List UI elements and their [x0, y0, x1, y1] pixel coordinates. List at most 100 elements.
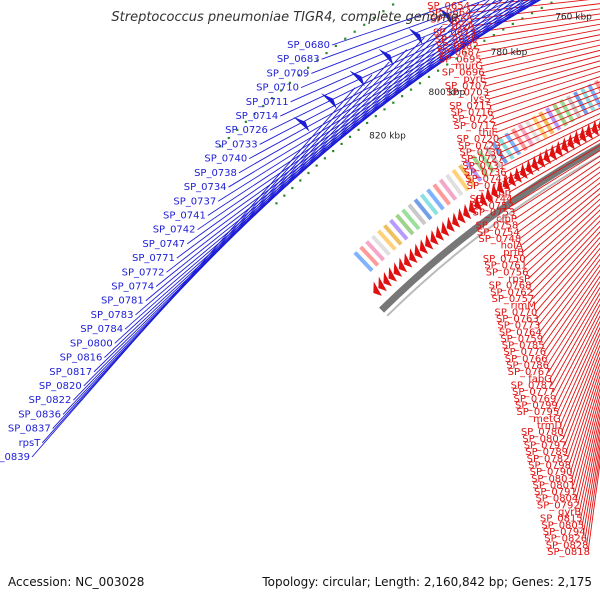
gc-dot	[344, 37, 347, 40]
forward-gene-arrow	[579, 126, 587, 143]
reverse-gene-arrow	[378, 48, 394, 66]
gene-segment	[407, 203, 427, 226]
gc-dot	[357, 128, 360, 131]
right-leader-line	[574, 393, 600, 493]
reverse-gene-arrow	[408, 27, 423, 45]
right-gene-label: metG	[533, 414, 561, 425]
gc-dot	[363, 23, 366, 26]
forward-gene-arrow	[567, 133, 575, 150]
right-leader-line	[524, 198, 600, 267]
gc-dot	[374, 115, 377, 118]
gene-segment	[594, 79, 600, 93]
right-leader-line	[489, 70, 600, 107]
gene-segment	[426, 188, 445, 211]
right-gene-label: SP_0759	[500, 334, 543, 345]
reverse-gene-arrow	[293, 116, 310, 132]
right-leader-line	[580, 420, 600, 519]
left-gene-label: SP_0726	[225, 125, 268, 136]
right-leader-line	[583, 435, 600, 533]
accession-label: Accession: NC_003028	[8, 575, 144, 589]
right-gene-label: rpsP	[508, 274, 530, 285]
right-leader-line	[546, 281, 600, 366]
gc-dot	[348, 135, 352, 138]
gc-dot	[382, 10, 385, 13]
right-leader-line	[584, 443, 600, 539]
left-gene-label: SP_0740	[204, 154, 247, 165]
right-leader-line	[586, 451, 600, 546]
right-gene-label: SP_0752	[471, 201, 514, 212]
gc-dot	[283, 194, 286, 197]
right-gene-label: SP_0723	[458, 141, 501, 152]
right-gene-label: SP_0757	[492, 294, 535, 305]
right-leader-line	[473, 13, 600, 34]
right-leader-line	[564, 350, 600, 446]
right-leader-line	[523, 193, 600, 260]
right-leader-line	[511, 150, 600, 207]
right-gene-label: SP_0803	[531, 474, 574, 485]
right-leader-line	[549, 292, 600, 380]
right-gene-label: SP_0717	[454, 121, 497, 132]
left-leader-line	[135, 0, 503, 316]
gc-dot	[455, 57, 458, 60]
right-gene-label: SP_0682	[436, 41, 479, 52]
left-leader-line	[124, 0, 497, 330]
right-gene-label: SP_0761	[484, 261, 527, 272]
left-gene-label: SP_0783	[91, 310, 134, 321]
gene-segment	[471, 154, 489, 178]
right-leader-line	[518, 177, 600, 240]
right-leader-line	[555, 315, 600, 406]
left-leader-line	[300, 0, 515, 89]
right-gene-label: SP_0773	[497, 321, 540, 332]
left-gene-label: SP_0733	[215, 139, 258, 150]
right-gene-label: SP_0799	[515, 401, 558, 412]
gene-segment	[359, 245, 380, 267]
left-gene-label: SP_0839	[0, 452, 30, 463]
forward-gene-arrow	[502, 175, 511, 191]
gc-dot	[316, 59, 319, 62]
left-leader-line	[31, 87, 356, 458]
left-gene-label: SP_0711	[246, 97, 289, 108]
left-gene-label: SP_0817	[49, 367, 92, 378]
right-gene-label: SP_0762	[490, 287, 533, 298]
left-gene-label: SP_0738	[194, 168, 237, 179]
forward-gene-arrow	[398, 257, 408, 273]
gene-segment	[377, 229, 397, 251]
right-leader-line	[548, 286, 600, 373]
right-gene-label: SP_0791	[534, 487, 577, 498]
left-gene-label: SP_0837	[8, 424, 51, 435]
gc-dot	[334, 44, 337, 47]
right-gene-label: SP_0750	[483, 254, 526, 265]
gc-dot	[521, 17, 524, 20]
left-gene-label: SP_0710	[256, 83, 299, 94]
gene-segment	[432, 183, 451, 206]
reverse-gene-arrow	[438, 7, 453, 26]
gene-segment	[504, 132, 522, 156]
right-gene-label: SP_0818	[547, 547, 590, 558]
right-gene-label: SP_0789	[525, 447, 568, 458]
right-gene-label: SP_0695	[439, 54, 482, 65]
right-leader-line	[533, 231, 600, 306]
left-leader-line	[290, 0, 524, 103]
right-leader-line	[530, 220, 600, 293]
forward-gene-arrow	[485, 187, 494, 203]
right-gene-label: SP_0786	[506, 361, 549, 372]
right-gene-label: SP_0753	[473, 207, 516, 218]
forward-gene-arrow	[419, 239, 429, 254]
gc-dot	[418, 82, 422, 85]
forward-gene-arrow	[519, 163, 528, 179]
left-leader-line	[331, 0, 468, 46]
right-gene-label: SP_0790	[530, 467, 573, 478]
right-gene-label: SP_0665	[430, 14, 473, 25]
right-leader-line	[495, 91, 600, 133]
right-gene-label: SP_0748	[478, 234, 521, 245]
forward-gene-arrow	[409, 248, 418, 264]
forward-gene-arrow	[383, 271, 392, 287]
gc-dot	[325, 51, 328, 55]
right-gene-label: SP_0767	[508, 367, 551, 378]
forward-gene-arrow	[525, 159, 534, 176]
left-gene-label: SP_0816	[60, 353, 103, 364]
right-leader-line	[491, 76, 600, 113]
right-leader-line	[521, 187, 600, 253]
right-leader-line	[510, 144, 600, 200]
right-leader-line	[478, 29, 600, 54]
